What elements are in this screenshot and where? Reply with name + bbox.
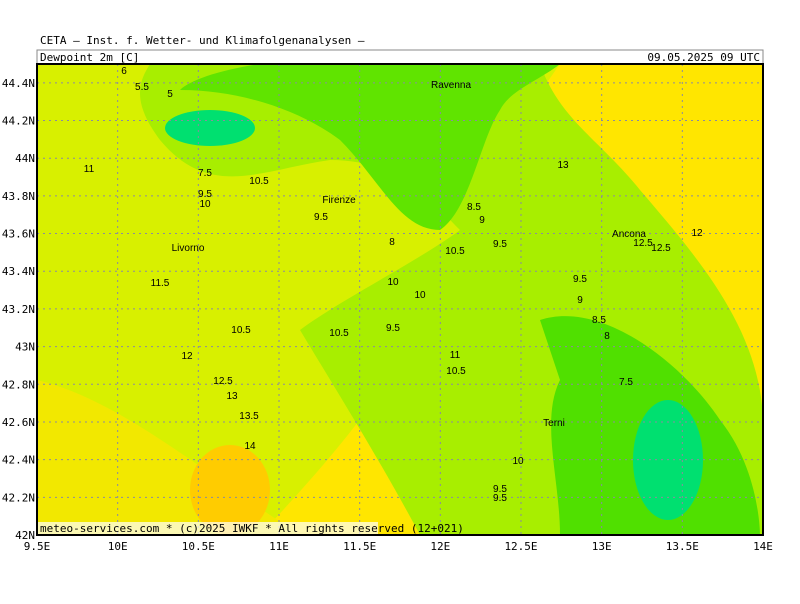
y-tick-label: 44N <box>15 152 35 165</box>
field <box>37 64 763 535</box>
field-min-north <box>165 110 255 146</box>
contour-label: 9.5 <box>198 189 212 200</box>
contour-label: 9 <box>479 215 485 226</box>
contour-label: 10 <box>512 456 524 467</box>
field-deepgreen <box>180 64 560 230</box>
credit: meteo-services.com * (c)2025 IWKF * All … <box>40 522 464 535</box>
contour-label: 10 <box>414 290 426 301</box>
contour-label: 8.5 <box>592 315 606 326</box>
header-title: CETA – Inst. f. Wetter- und Klimafolgena… <box>40 34 365 47</box>
y-tick-label: 43.6N <box>2 228 35 241</box>
contour-label: 10 <box>387 277 399 288</box>
contour-label: 11.5 <box>151 278 170 289</box>
city-label: Terni <box>543 418 565 429</box>
contour-label: 9.5 <box>386 323 400 334</box>
contour-label: 14 <box>244 441 256 452</box>
y-tick-label: 42.4N <box>2 454 35 467</box>
x-tick-label: 12E <box>430 540 450 553</box>
contour-label: 10.5 <box>249 176 269 187</box>
y-tick-label: 42.2N <box>2 491 35 504</box>
contour-label: 9.5 <box>493 493 507 504</box>
city-label: Livorno <box>172 243 205 254</box>
field-max <box>190 445 270 535</box>
y-tick-label: 42N <box>15 529 35 542</box>
y-tick-label: 44.4N <box>2 77 35 90</box>
contour-label: 6 <box>121 66 127 77</box>
y-tick-label: 42.8N <box>2 378 35 391</box>
contour-label: 10.5 <box>445 246 465 257</box>
contour-label: 12.5 <box>633 238 653 249</box>
x-tick-label: 12.5E <box>504 540 537 553</box>
y-tick-label: 43.4N <box>2 265 35 278</box>
contour-label: 10.5 <box>329 328 349 339</box>
contour-label: 9.5 <box>493 484 507 495</box>
variable-name: Dewpoint_2m [C] <box>40 51 139 64</box>
x-tick-label: 14E <box>753 540 773 553</box>
contour-label: 10.5 <box>446 366 466 377</box>
y-tick-label: 43N <box>15 341 35 354</box>
contour-label: 12.5 <box>213 376 233 387</box>
contour-label: 7.5 <box>619 377 633 388</box>
y-tick-label: 42.6N <box>2 416 35 429</box>
contour-label: 12 <box>181 351 193 362</box>
contour-label: 13.5 <box>239 411 259 422</box>
contour-label: 10.5 <box>231 325 251 336</box>
x-tick-label: 11.5E <box>343 540 376 553</box>
valid-time: 09.05.2025 09 UTC <box>647 51 760 64</box>
contour-label: 13 <box>226 391 238 402</box>
city-label: Firenze <box>322 195 356 206</box>
contour-label: 10 <box>199 199 211 210</box>
city-label: Ravenna <box>431 80 471 91</box>
x-tick-label: 13E <box>592 540 612 553</box>
x-tick-label: 10E <box>108 540 128 553</box>
contour-label: 7.5 <box>198 168 212 179</box>
contour-label: 13 <box>557 160 569 171</box>
contour-label: 8 <box>604 331 610 342</box>
x-tick-label: 10.5E <box>182 540 215 553</box>
city-label: Ancona <box>612 229 646 240</box>
contour-label: 11 <box>450 350 461 361</box>
contour-label: 5 <box>167 89 173 100</box>
contour-label: 8 <box>389 237 395 248</box>
x-tick-label: 11E <box>269 540 289 553</box>
x-tick-label: 9.5E <box>24 540 51 553</box>
contour-labels: Ravenna Firenze Livorno Ancona Terni 6 5.5 5 7.5… <box>84 66 703 504</box>
credit-box <box>38 522 378 534</box>
y-tick-label: 43.2N <box>2 303 35 316</box>
contour-label: 5.5 <box>135 82 149 93</box>
map-frame <box>36 63 764 536</box>
y-tick-label: 44.2N <box>2 115 35 128</box>
contour-label: 9.5 <box>573 274 587 285</box>
contour-label: 9.5 <box>314 212 328 223</box>
contour-label: 12.5 <box>651 243 671 254</box>
contour-label: 9 <box>577 295 583 306</box>
y-tick-label: 43.8N <box>2 190 35 203</box>
contour-label: 11 <box>84 164 95 175</box>
contour-label: 8.5 <box>467 202 481 213</box>
contour-label: 9.5 <box>493 239 507 250</box>
contour-label: 12 <box>691 228 703 239</box>
x-tick-label: 13.5E <box>666 540 699 553</box>
